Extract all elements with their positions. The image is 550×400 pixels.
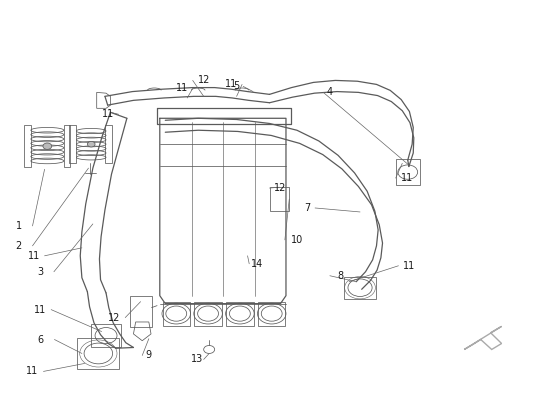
Text: 3: 3 (37, 267, 43, 277)
Text: 14: 14 (251, 259, 263, 269)
Circle shape (87, 142, 95, 147)
Text: 10: 10 (291, 235, 303, 245)
Text: 2: 2 (15, 241, 22, 251)
Text: 11: 11 (403, 261, 416, 271)
Text: 4: 4 (327, 87, 333, 97)
Text: 8: 8 (338, 271, 344, 281)
Text: 11: 11 (175, 83, 188, 93)
Text: 11: 11 (26, 366, 39, 376)
Text: 12: 12 (108, 312, 120, 322)
Text: 11: 11 (225, 80, 237, 90)
Text: 6: 6 (38, 334, 44, 344)
Text: 11: 11 (34, 305, 46, 315)
Text: 1: 1 (16, 221, 22, 231)
Text: 7: 7 (304, 203, 310, 213)
Text: 11: 11 (102, 109, 114, 119)
Text: 11: 11 (400, 173, 413, 183)
Text: 12: 12 (197, 76, 210, 86)
Circle shape (43, 143, 52, 149)
Text: 11: 11 (28, 251, 40, 261)
Text: 5: 5 (233, 81, 240, 91)
Text: 12: 12 (274, 183, 287, 193)
Text: 9: 9 (146, 350, 152, 360)
Text: 13: 13 (191, 354, 203, 364)
